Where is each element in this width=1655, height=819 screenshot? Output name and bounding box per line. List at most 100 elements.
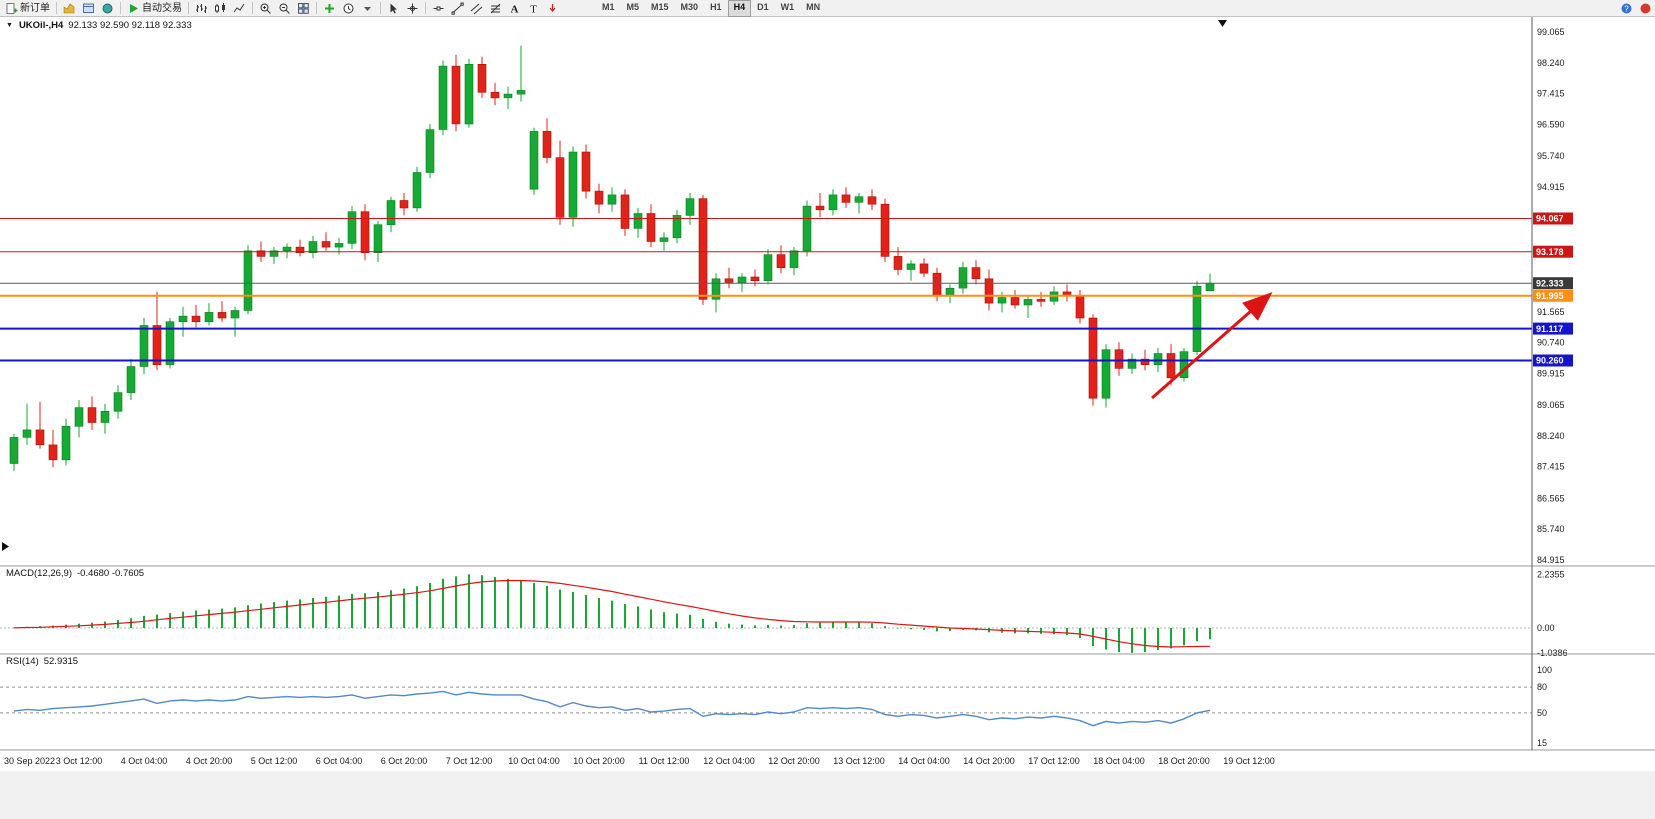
new-order-button-label: 新订单 [20, 2, 50, 14]
crosshair-tool-icon [407, 3, 418, 13]
svg-text:88.240: 88.240 [1537, 431, 1565, 441]
periods-button[interactable] [339, 0, 358, 17]
record-button[interactable] [1636, 0, 1655, 17]
svg-text:14 Oct 04:00: 14 Oct 04:00 [898, 756, 950, 766]
svg-text:10 Oct 20:00: 10 Oct 20:00 [573, 756, 625, 766]
ohlc-values: 92.133 92.590 92.118 92.333 [68, 20, 192, 31]
svg-text:99.065: 99.065 [1537, 27, 1565, 37]
price-axis[interactable]: 99.065 98.240 97.415 96.590 95.740 94.915 91.5… [1533, 27, 1573, 748]
svg-text:96.590: 96.590 [1537, 119, 1565, 129]
cursor-tool-icon [390, 3, 397, 13]
market-watch-button[interactable] [60, 0, 79, 17]
autotrading-button[interactable]: 自动交易 [124, 0, 185, 17]
pane-dividers[interactable] [0, 17, 1655, 751]
trendline-tool-icon [451, 2, 464, 15]
toolbar-separator [120, 2, 121, 14]
svg-text:87.415: 87.415 [1537, 462, 1565, 472]
macd-pane [0, 574, 1532, 653]
autotrading-icon [130, 3, 138, 13]
record-icon [1640, 3, 1651, 13]
svg-text:3 Oct 12:00: 3 Oct 12:00 [56, 756, 103, 766]
svg-text:100: 100 [1537, 665, 1552, 675]
zoom-in-button[interactable] [256, 0, 275, 17]
svg-text:7 Oct 12:00: 7 Oct 12:00 [446, 756, 493, 766]
terminal-icon [102, 3, 113, 13]
rsi-pane [0, 686, 1532, 727]
svg-text:50: 50 [1537, 708, 1547, 718]
help-icon: ? [1621, 3, 1632, 13]
macd-values: -0.4680 -0.7605 [77, 568, 145, 579]
toolbar-separator [425, 2, 426, 14]
tile-windows-icon [298, 2, 309, 14]
svg-text:11 Oct 12:00: 11 Oct 12:00 [639, 756, 690, 766]
templates-button[interactable] [358, 0, 377, 17]
timeframe-button-m15[interactable]: M15 [651, 1, 669, 12]
svg-text:98.240: 98.240 [1537, 58, 1565, 68]
zoom-out-icon [279, 3, 290, 14]
timeframe-button-h1[interactable]: H1 [710, 1, 722, 12]
symbol-period-label: UKOil-,H4 [18, 20, 64, 31]
svg-text:95.740: 95.740 [1537, 151, 1565, 161]
chart-markers [2, 20, 1227, 551]
window-bottom-area [0, 771, 1655, 819]
navigator-button[interactable] [79, 0, 98, 17]
channel-tool-icon [470, 3, 483, 14]
bar-chart-mode-button[interactable] [192, 0, 211, 17]
crosshair-tool-button[interactable] [403, 0, 422, 17]
svg-text:6 Oct 20:00: 6 Oct 20:00 [381, 756, 428, 766]
new-order-button[interactable]: 新订单 [2, 0, 53, 17]
macd-title: MACD(12,26,9) [6, 568, 72, 579]
channel-tool-button[interactable] [467, 0, 486, 17]
svg-text:93.178: 93.178 [1536, 247, 1564, 257]
toolbar-separator [56, 2, 57, 14]
rsi-title: RSI(14) [6, 656, 39, 667]
chevron-down-icon[interactable]: ▼ [6, 22, 13, 29]
svg-text:14 Oct 20:00: 14 Oct 20:00 [963, 756, 1015, 766]
timeframe-button-h4[interactable]: H4 [727, 0, 752, 17]
svg-text:13 Oct 12:00: 13 Oct 12:00 [833, 756, 885, 766]
cursor-tool-button[interactable] [384, 0, 403, 17]
trend-arrow[interactable] [1151, 292, 1273, 400]
zoom-out-button[interactable] [275, 0, 294, 17]
price-hlines [0, 218, 1532, 362]
timeframe-button-m1[interactable]: M1 [602, 1, 615, 12]
svg-text:T: T [530, 3, 537, 15]
timeframe-button-m30[interactable]: M30 [680, 1, 699, 12]
label-tool-button[interactable]: T [524, 0, 543, 17]
svg-text:85.740: 85.740 [1537, 524, 1565, 534]
svg-text:18 Oct 20:00: 18 Oct 20:00 [1158, 756, 1210, 766]
hline-tool-button[interactable] [429, 0, 448, 17]
svg-text:12 Oct 04:00: 12 Oct 04:00 [703, 756, 755, 766]
indicators-icon [325, 3, 334, 13]
indicators-button[interactable] [320, 0, 339, 17]
svg-text:18 Oct 04:00: 18 Oct 04:00 [1093, 756, 1145, 766]
svg-text:6 Oct 04:00: 6 Oct 04:00 [316, 756, 363, 766]
fibonacci-tool-button[interactable] [486, 0, 505, 17]
timeframe-button-d1[interactable]: D1 [757, 1, 769, 12]
text-tool-icon: A [511, 3, 519, 15]
trendline-tool-button[interactable] [448, 0, 467, 17]
text-tool-button[interactable]: A [505, 0, 524, 17]
svg-text:30 Sep 2022: 30 Sep 2022 [4, 756, 55, 766]
time-axis[interactable]: 30 Sep 2022 3 Oct 12:00 4 Oct 04:00 4 Oct 2… [4, 756, 1275, 766]
arrows-tool-button[interactable] [543, 0, 562, 17]
timeframe-button-m5[interactable]: M5 [626, 1, 640, 12]
label-tool-icon: T [530, 3, 537, 15]
svg-text:91.117: 91.117 [1536, 324, 1563, 334]
autotrading-button-label: 自动交易 [142, 2, 182, 14]
help-button[interactable]: ? [1617, 0, 1636, 17]
candlestick-mode-icon [215, 2, 225, 13]
zoom-in-icon [260, 3, 271, 14]
terminal-button[interactable] [98, 0, 117, 17]
timeframe-button-mn[interactable]: MN [806, 1, 821, 12]
candlestick-mode-button[interactable] [211, 0, 230, 17]
tile-windows-button[interactable] [294, 0, 313, 17]
bar-chart-mode-icon [196, 3, 207, 13]
svg-text:86.565: 86.565 [1537, 493, 1565, 503]
timeframe-button-w1[interactable]: W1 [780, 1, 795, 12]
line-chart-mode-button[interactable] [230, 0, 249, 17]
svg-text:10 Oct 04:00: 10 Oct 04:00 [508, 756, 560, 766]
toolbar-separator [252, 2, 253, 14]
main-toolbar: 新订单 自动交易 A T M1 M5 M15 M30 H1 H4 D1 W1 MN? [0, 0, 1655, 17]
